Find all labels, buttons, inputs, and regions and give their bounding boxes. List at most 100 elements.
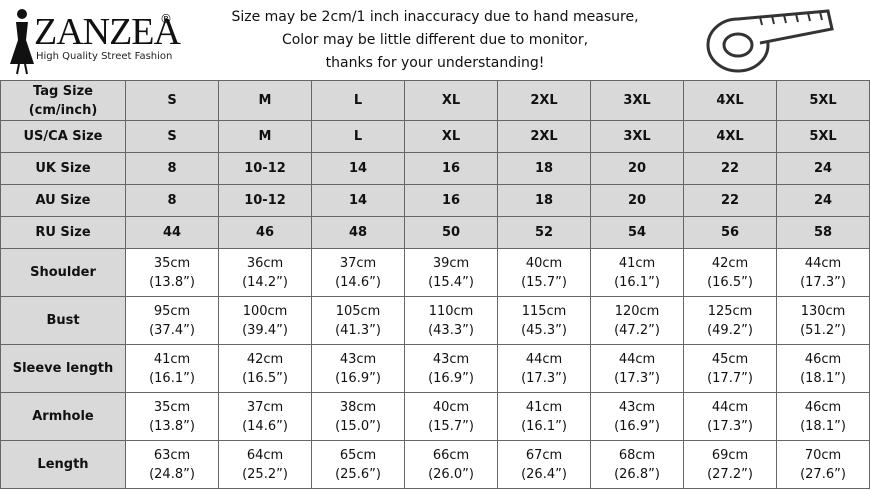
value-line: (16.5”) <box>242 370 288 386</box>
value-cell: 68cm (26.8”) <box>590 440 684 489</box>
value-text: 14 <box>348 193 368 208</box>
value-line: (18.1”) <box>800 370 846 386</box>
value-line: (26.8”) <box>614 466 660 482</box>
value-cell: 20 <box>590 184 684 217</box>
value-cell: 38cm (15.0”) <box>311 392 405 441</box>
value-cell: 24 <box>776 184 870 217</box>
value-cell: 58 <box>776 216 870 249</box>
value-line: 105cm <box>335 303 381 319</box>
value-text: M <box>258 129 272 144</box>
header-size-cell: 3XL <box>590 80 684 121</box>
value-cell: 46cm (18.1”) <box>776 344 870 393</box>
row-label: US/CA Size <box>23 129 103 144</box>
value-line: (15.7”) <box>521 274 567 290</box>
value-text: 20 <box>627 193 647 208</box>
value-cell: 42cm (16.5”) <box>683 248 777 297</box>
value-line: (17.3”) <box>614 370 660 386</box>
value-text: 3XL <box>623 129 651 144</box>
value-cell: 16 <box>404 152 498 185</box>
row-label: UK Size <box>35 161 91 176</box>
value-text: 16 <box>441 193 461 208</box>
value-line: (37.4”) <box>149 322 195 338</box>
value-cell: 43cm (16.9”) <box>404 344 498 393</box>
value-text: 54 <box>627 225 647 240</box>
value-line: (17.3”) <box>800 274 846 290</box>
value-line: 44cm <box>618 351 656 367</box>
value-line: (16.9”) <box>614 418 660 434</box>
value-line: (43.3”) <box>428 322 474 338</box>
value-cell: XL <box>404 120 498 153</box>
value-cell: S <box>125 120 219 153</box>
value-cell: 125cm (49.2”) <box>683 296 777 345</box>
value-text: 24 <box>813 193 833 208</box>
row-label-cell: Bust <box>0 296 126 345</box>
value-line: (16.1”) <box>521 418 567 434</box>
value-cell: 10-12 <box>218 184 312 217</box>
value-line: 69cm <box>711 447 749 463</box>
value-line: (16.1”) <box>149 370 195 386</box>
value-line: 130cm <box>800 303 846 319</box>
value-cell: 44 <box>125 216 219 249</box>
value-cell: 8 <box>125 152 219 185</box>
value-line: (45.3”) <box>521 322 567 338</box>
value-line: 40cm <box>432 399 470 415</box>
value-line: 100cm <box>242 303 288 319</box>
value-cell: 44cm (17.3”) <box>683 392 777 441</box>
value-cell: 115cm (45.3”) <box>497 296 591 345</box>
value-line: (13.8”) <box>149 418 195 434</box>
value-text: 16 <box>441 161 461 176</box>
value-line: 36cm <box>246 255 284 271</box>
value-cell: 22 <box>683 152 777 185</box>
value-cell: 46cm (18.1”) <box>776 392 870 441</box>
notice: Size may be 2cm/1 inch inaccuracy due to… <box>200 6 670 75</box>
value-line: 42cm <box>246 351 284 367</box>
value-line: (18.1”) <box>800 418 846 434</box>
value-cell: 39cm (15.4”) <box>404 248 498 297</box>
header-size-cell: M <box>218 80 312 121</box>
value-cell: 65cm (25.6”) <box>311 440 405 489</box>
value-cell: 44cm (17.3”) <box>590 344 684 393</box>
value-cell: 24 <box>776 152 870 185</box>
value-cell: 42cm (16.5”) <box>218 344 312 393</box>
value-text: S <box>167 129 177 144</box>
value-line: 43cm <box>618 399 656 415</box>
value-cell: 69cm (27.2”) <box>683 440 777 489</box>
value-text: 24 <box>813 161 833 176</box>
value-line: (13.8”) <box>149 274 195 290</box>
value-cell: 70cm (27.6”) <box>776 440 870 489</box>
row-label-cell: UK Size <box>0 152 126 185</box>
value-line: 37cm <box>246 399 284 415</box>
value-line: (16.1”) <box>614 274 660 290</box>
value-cell: 14 <box>311 152 405 185</box>
logo-figure <box>10 9 34 75</box>
value-line: 44cm <box>804 255 842 271</box>
value-cell: 18 <box>497 184 591 217</box>
value-line: (17.3”) <box>707 418 753 434</box>
value-line: (51.2”) <box>800 322 846 338</box>
row-label: RU Size <box>35 225 91 240</box>
value-cell: 130cm (51.2”) <box>776 296 870 345</box>
value-line: 115cm <box>521 303 567 319</box>
value-cell: 8 <box>125 184 219 217</box>
header-label-line: (cm/inch) <box>28 102 98 118</box>
value-cell: 46 <box>218 216 312 249</box>
row-label: Armhole <box>32 409 94 424</box>
value-line: (16.9”) <box>335 370 381 386</box>
value-line: 37cm <box>339 255 377 271</box>
notice-line: thanks for your understanding! <box>325 55 545 71</box>
value-text: 56 <box>720 225 740 240</box>
value-text: 2XL <box>530 129 558 144</box>
row-label-cell: Shoulder <box>0 248 126 297</box>
value-line: 35cm <box>153 399 191 415</box>
value-cell: 20 <box>590 152 684 185</box>
value-line: 41cm <box>153 351 191 367</box>
value-text: 5XL <box>809 129 837 144</box>
value-line: (15.7”) <box>428 418 474 434</box>
value-cell: 110cm (43.3”) <box>404 296 498 345</box>
value-text: 20 <box>627 161 647 176</box>
value-cell: 18 <box>497 152 591 185</box>
row-label: AU Size <box>35 193 91 208</box>
value-line: 110cm <box>428 303 474 319</box>
value-line: 95cm <box>153 303 191 319</box>
value-line: (25.6”) <box>335 466 381 482</box>
